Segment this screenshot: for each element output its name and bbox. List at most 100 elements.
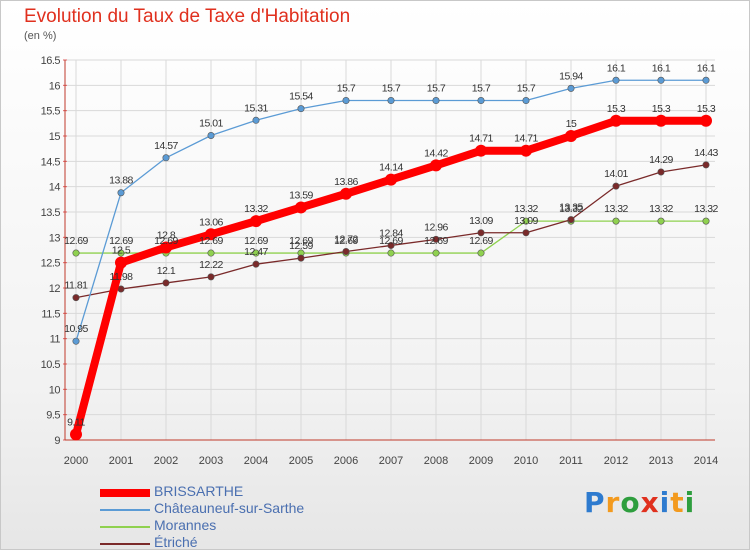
data-label: 12.69 <box>334 235 358 247</box>
data-point <box>385 173 397 186</box>
data-point <box>477 249 485 257</box>
data-point <box>567 216 575 224</box>
unit-label: (en %) <box>24 30 57 42</box>
data-label: 15.7 <box>337 83 356 95</box>
x-tick-label: 2009 <box>469 455 493 467</box>
logo-letter: o <box>620 486 641 519</box>
data-label: 12.59 <box>289 240 313 252</box>
data-point <box>522 229 530 237</box>
y-tick-label: 13.5 <box>41 207 61 219</box>
data-label: 13.32 <box>604 203 628 215</box>
data-label: 15.3 <box>652 103 671 115</box>
y-tick-label: 11 <box>50 334 61 346</box>
data-label: 14.71 <box>469 133 493 145</box>
data-label: 12.69 <box>109 235 133 247</box>
data-label: 15.01 <box>199 117 223 129</box>
data-point <box>252 116 260 124</box>
data-point <box>72 294 80 302</box>
data-label: 13.06 <box>199 216 223 228</box>
x-tick-label: 2005 <box>289 455 313 467</box>
y-tick-label: 9.5 <box>46 410 60 422</box>
data-label: 15.3 <box>607 103 626 115</box>
data-label: 12.5 <box>112 245 131 257</box>
y-tick-label: 16.5 <box>41 55 61 67</box>
data-point <box>702 161 710 169</box>
data-label: 12.69 <box>154 235 178 247</box>
data-label: 14.14 <box>379 162 403 174</box>
x-tick-label: 2000 <box>64 455 88 467</box>
data-point <box>522 97 530 105</box>
data-point <box>387 249 395 257</box>
data-label: 15.3 <box>697 103 716 115</box>
y-tick-label: 14 <box>49 182 61 194</box>
data-point <box>657 168 665 176</box>
data-label: 15.7 <box>472 83 491 95</box>
y-tick-label: 10 <box>49 384 61 396</box>
data-label: 12.69 <box>244 235 268 247</box>
data-label: 14.42 <box>424 147 448 159</box>
x-tick-label: 2006 <box>334 455 358 467</box>
data-label: 14.71 <box>514 133 538 145</box>
y-tick-label: 12.5 <box>41 258 61 270</box>
data-point <box>702 217 710 225</box>
data-point <box>432 235 440 243</box>
data-label: 9.11 <box>67 416 85 428</box>
y-tick-label: 12 <box>49 283 61 295</box>
data-point <box>160 241 172 254</box>
chart-title: Evolution du Taux de Taxe d'Habitation <box>24 6 351 27</box>
x-tick-label: 2010 <box>514 455 538 467</box>
legend-label: BRISSARTHE <box>154 483 244 499</box>
data-point <box>162 154 170 162</box>
x-tick-label: 2001 <box>109 455 133 467</box>
data-point <box>657 76 665 84</box>
x-tick-label: 2008 <box>424 455 448 467</box>
data-point <box>207 249 215 257</box>
legend-label: Étriché <box>154 534 198 550</box>
data-point <box>520 144 532 157</box>
legend-swatch <box>100 489 150 497</box>
data-point <box>117 189 125 197</box>
data-label: 15.7 <box>427 83 446 95</box>
data-label: 12.84 <box>379 227 403 239</box>
data-label: 12.22 <box>199 259 223 271</box>
data-point <box>387 97 395 105</box>
data-point <box>612 182 620 190</box>
data-label: 12.69 <box>379 235 403 247</box>
data-label: 15.31 <box>244 102 268 114</box>
data-point <box>252 260 260 268</box>
data-point <box>340 187 352 200</box>
data-point <box>565 130 577 142</box>
data-label: 13.88 <box>109 175 133 187</box>
logo-letter: i <box>684 486 696 519</box>
data-label: 12.69 <box>199 235 223 247</box>
data-point <box>297 254 305 262</box>
y-tick-label: 15 <box>49 131 61 143</box>
data-point <box>72 249 80 257</box>
x-tick-label: 2013 <box>649 455 673 467</box>
data-label: 12.69 <box>469 235 493 247</box>
data-point <box>612 76 620 84</box>
proxiti-logo: Proxiti <box>584 486 695 519</box>
data-label: 12.1 <box>157 265 176 277</box>
data-label: 14.29 <box>649 154 673 166</box>
data-point <box>162 279 170 287</box>
data-label: 14.57 <box>154 140 178 152</box>
data-label: 15.54 <box>289 91 313 103</box>
data-label: 13.32 <box>244 203 268 215</box>
data-label: 13.32 <box>694 203 718 215</box>
data-label: 15.7 <box>382 83 401 95</box>
data-point <box>115 256 127 269</box>
x-tick-label: 2003 <box>199 455 223 467</box>
data-label: 13.09 <box>514 215 538 227</box>
data-label: 11.98 <box>110 271 134 283</box>
data-point <box>72 337 80 345</box>
data-label: 10.95 <box>64 323 88 335</box>
data-label: 14.43 <box>694 147 718 159</box>
data-label: 12.96 <box>424 221 448 233</box>
data-label: 14.01 <box>604 168 628 180</box>
y-tick-label: 15.5 <box>41 106 61 118</box>
data-point <box>700 114 712 127</box>
x-tick-label: 2004 <box>244 455 268 467</box>
x-tick-label: 2002 <box>154 455 178 467</box>
